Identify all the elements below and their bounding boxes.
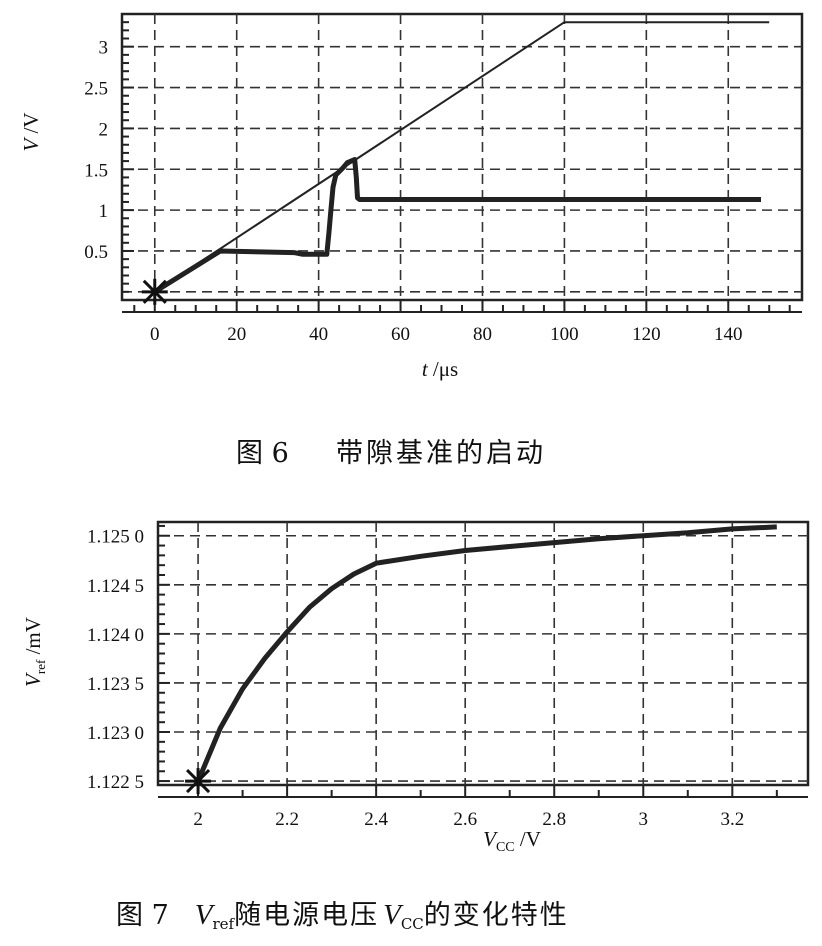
x-tick-label: 2.8 xyxy=(542,809,566,830)
x-axis-label: VCC /V xyxy=(483,827,541,855)
series-line xyxy=(153,157,761,294)
plot-frame xyxy=(156,520,810,787)
x-tick-label: 60 xyxy=(391,324,410,345)
axes xyxy=(122,13,802,313)
x-tick-label: 3 xyxy=(639,809,649,830)
grid-lines xyxy=(158,522,808,785)
tick-labels: 0 20 40 60 80 100 120 140 0.5 1 1.5 2 2.5 3 xyxy=(84,38,742,345)
tick-labels: 2 2.2 2.4 2.6 2.8 3 3.2 1.122 5 1.123 0 1.123 5 1.… xyxy=(87,527,744,830)
axes xyxy=(158,524,808,798)
y-tick-label: 1.122 5 xyxy=(87,772,144,793)
x-tick-label: 2.2 xyxy=(275,809,299,830)
figure-6-caption-number: 图 6 xyxy=(236,438,289,469)
x-tick-label: 40 xyxy=(309,324,328,345)
x-tick-label: 2 xyxy=(193,809,203,830)
figure-7-caption: 图 7 Vref随电源电压 VCC的变化特性 xyxy=(116,899,569,933)
y-axis-label: V /V xyxy=(19,112,43,151)
x-tick-label: 3.2 xyxy=(720,809,744,830)
y-tick-label: 1.124 5 xyxy=(87,576,144,597)
x-tick-label: 120 xyxy=(632,324,661,345)
y-tick-label: 2 xyxy=(99,119,109,140)
figure-6-chart: 0 20 40 60 80 100 120 140 0.5 1 1.5 2 2.5 3 V /V t /μ… xyxy=(19,12,804,469)
y-tick-label: 1.125 0 xyxy=(87,527,144,548)
x-tick-label: 2.6 xyxy=(453,809,477,830)
series-lines xyxy=(185,524,777,795)
start-marker xyxy=(185,768,212,795)
y-tick-label: 0.5 xyxy=(84,242,108,263)
y-tick-label: 1.124 0 xyxy=(87,625,144,646)
figure-6-caption-title: 带隙基准的启动 xyxy=(336,438,546,469)
plot-frame xyxy=(120,12,804,302)
x-tick-label: 20 xyxy=(227,324,246,345)
series-line xyxy=(195,524,777,783)
y-tick-label: 2.5 xyxy=(84,79,108,100)
y-tick-label: 3 xyxy=(99,38,109,59)
series-lines xyxy=(141,21,770,305)
x-tick-label: 0 xyxy=(150,324,160,345)
y-tick-label: 1.5 xyxy=(84,160,108,181)
x-axis-label: t /μs xyxy=(422,357,458,381)
y-tick-label: 1.123 5 xyxy=(87,674,144,695)
x-tick-label: 140 xyxy=(714,324,743,345)
start-marker xyxy=(141,278,168,305)
figure-7-caption-number: 图 7 xyxy=(116,900,169,931)
figure-7-chart: 2 2.2 2.4 2.6 2.8 3 3.2 1.122 5 1.123 0 1.123 5 1.… xyxy=(21,520,810,933)
y-axis-label: Vref /mV xyxy=(21,617,48,687)
x-tick-label: 100 xyxy=(550,324,579,345)
y-tick-label: 1 xyxy=(99,201,109,222)
x-tick-label: 2.4 xyxy=(364,809,388,830)
x-tick-label: 80 xyxy=(473,324,492,345)
series-line xyxy=(154,21,770,293)
y-tick-label: 1.123 0 xyxy=(87,723,144,744)
